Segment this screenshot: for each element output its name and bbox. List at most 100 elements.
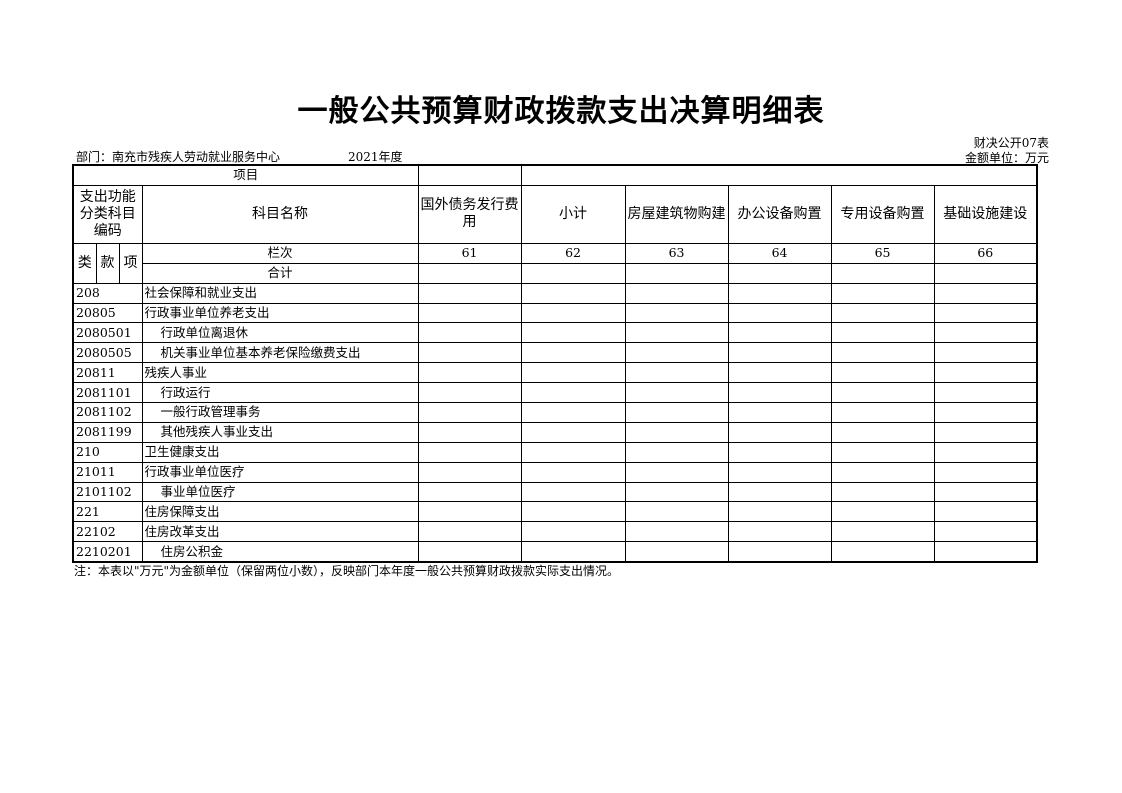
table-row: 21011 行政事业单位医疗 xyxy=(72,461,1038,483)
table-row: 210 卫生健康支出 xyxy=(72,441,1038,463)
cell xyxy=(830,541,935,563)
cell xyxy=(417,441,522,463)
cell xyxy=(417,521,522,543)
row-code: 210 xyxy=(72,441,143,463)
cell xyxy=(933,461,1038,483)
cell xyxy=(830,262,935,284)
cell xyxy=(520,282,626,304)
cell xyxy=(727,282,832,304)
cell xyxy=(933,262,1038,284)
column-number: 64 xyxy=(727,242,832,264)
cell xyxy=(727,302,832,324)
column-header: 基础设施建设 xyxy=(933,184,1038,244)
cell xyxy=(624,501,729,523)
row-code: 2210201 xyxy=(72,541,143,563)
table-row: 2081199 其他残疾人事业支出 xyxy=(72,421,1038,443)
column-header: 专用设备购置 xyxy=(830,184,935,244)
table-row: 20805 行政事业单位养老支出 xyxy=(72,302,1038,324)
cell xyxy=(933,282,1038,304)
row-name: 住房保障支出 xyxy=(141,501,419,523)
row-name: 一般行政管理事务 xyxy=(141,402,419,423)
cell xyxy=(417,402,522,423)
code-header: 支出功能分类科目编码 xyxy=(72,184,143,244)
row-code: 2081102 xyxy=(72,402,143,423)
row-code: 208 xyxy=(72,282,143,304)
cell xyxy=(727,421,832,443)
cell xyxy=(520,322,626,344)
cell xyxy=(933,402,1038,423)
cell xyxy=(624,521,729,543)
cell xyxy=(727,461,832,483)
cell xyxy=(624,421,729,443)
lanci-label: 栏次 xyxy=(141,242,419,264)
cell xyxy=(520,441,626,463)
cell xyxy=(417,362,522,384)
cell xyxy=(624,461,729,483)
cell xyxy=(830,461,935,483)
table-row: 2210201 住房公积金 xyxy=(72,541,1038,563)
cell xyxy=(520,362,626,384)
cell xyxy=(624,262,729,284)
cell xyxy=(520,382,626,404)
cell xyxy=(417,282,522,304)
total-row: 合计 xyxy=(73,262,1038,284)
cell xyxy=(727,541,832,563)
cell xyxy=(933,302,1038,324)
cell xyxy=(624,322,729,344)
row-name: 社会保障和就业支出 xyxy=(141,282,419,304)
row-name: 住房公积金 xyxy=(141,541,419,563)
form-number: 财决公开07表 xyxy=(973,136,1049,150)
row-name: 其他残疾人事业支出 xyxy=(141,421,419,443)
footnote: 注：本表以"万元"为金额单位（保留两位小数），反映部门本年度一般公共预算财政拨款… xyxy=(74,564,620,578)
column-number: 63 xyxy=(624,242,729,264)
row-name: 残疾人事业 xyxy=(141,362,419,384)
cell xyxy=(933,501,1038,523)
cell xyxy=(520,402,626,423)
cell xyxy=(520,501,626,523)
cell xyxy=(727,402,832,423)
cell xyxy=(933,521,1038,543)
cell xyxy=(830,302,935,324)
cell xyxy=(624,541,729,563)
cell xyxy=(624,302,729,324)
cell xyxy=(417,481,522,503)
cell xyxy=(727,362,832,384)
row-code: 221 xyxy=(72,501,143,523)
amount-unit: 金额单位：万元 xyxy=(964,151,1049,165)
cell xyxy=(727,322,832,344)
table-row: 221 住房保障支出 xyxy=(72,501,1038,523)
fiscal-year: 2021年度 xyxy=(348,150,403,164)
row-code: 2101102 xyxy=(72,481,143,503)
row-code: 22102 xyxy=(72,521,143,543)
cell xyxy=(830,282,935,304)
cell xyxy=(830,441,935,463)
cell xyxy=(830,521,935,543)
table-row: 208 社会保障和就业支出 xyxy=(72,282,1038,304)
column-number: 66 xyxy=(933,242,1038,264)
cell xyxy=(417,322,522,344)
table-row: 2081102 一般行政管理事务 xyxy=(72,402,1038,423)
row-code: 20811 xyxy=(72,362,143,384)
cell xyxy=(727,382,832,404)
cell xyxy=(520,302,626,324)
row-name: 事业单位医疗 xyxy=(141,481,419,503)
cell xyxy=(933,481,1038,503)
blank-header-cell xyxy=(520,164,1038,186)
row-name: 住房改革支出 xyxy=(141,521,419,543)
row-code: 2081101 xyxy=(72,382,143,404)
row-code: 21011 xyxy=(72,461,143,483)
column-number: 61 xyxy=(417,242,522,264)
cell xyxy=(417,262,522,284)
row-name: 行政单位离退休 xyxy=(141,322,419,344)
cell xyxy=(933,441,1038,463)
cell xyxy=(417,382,522,404)
row-name: 行政事业单位医疗 xyxy=(141,461,419,483)
table-row: 22102 住房改革支出 xyxy=(72,521,1038,543)
column-number: 62 xyxy=(520,242,626,264)
row-name: 行政事业单位养老支出 xyxy=(141,302,419,324)
column-header: 办公设备购置 xyxy=(727,184,832,244)
cell xyxy=(624,282,729,304)
cell xyxy=(417,461,522,483)
row-code: 2080505 xyxy=(72,342,143,364)
cell xyxy=(520,342,626,364)
